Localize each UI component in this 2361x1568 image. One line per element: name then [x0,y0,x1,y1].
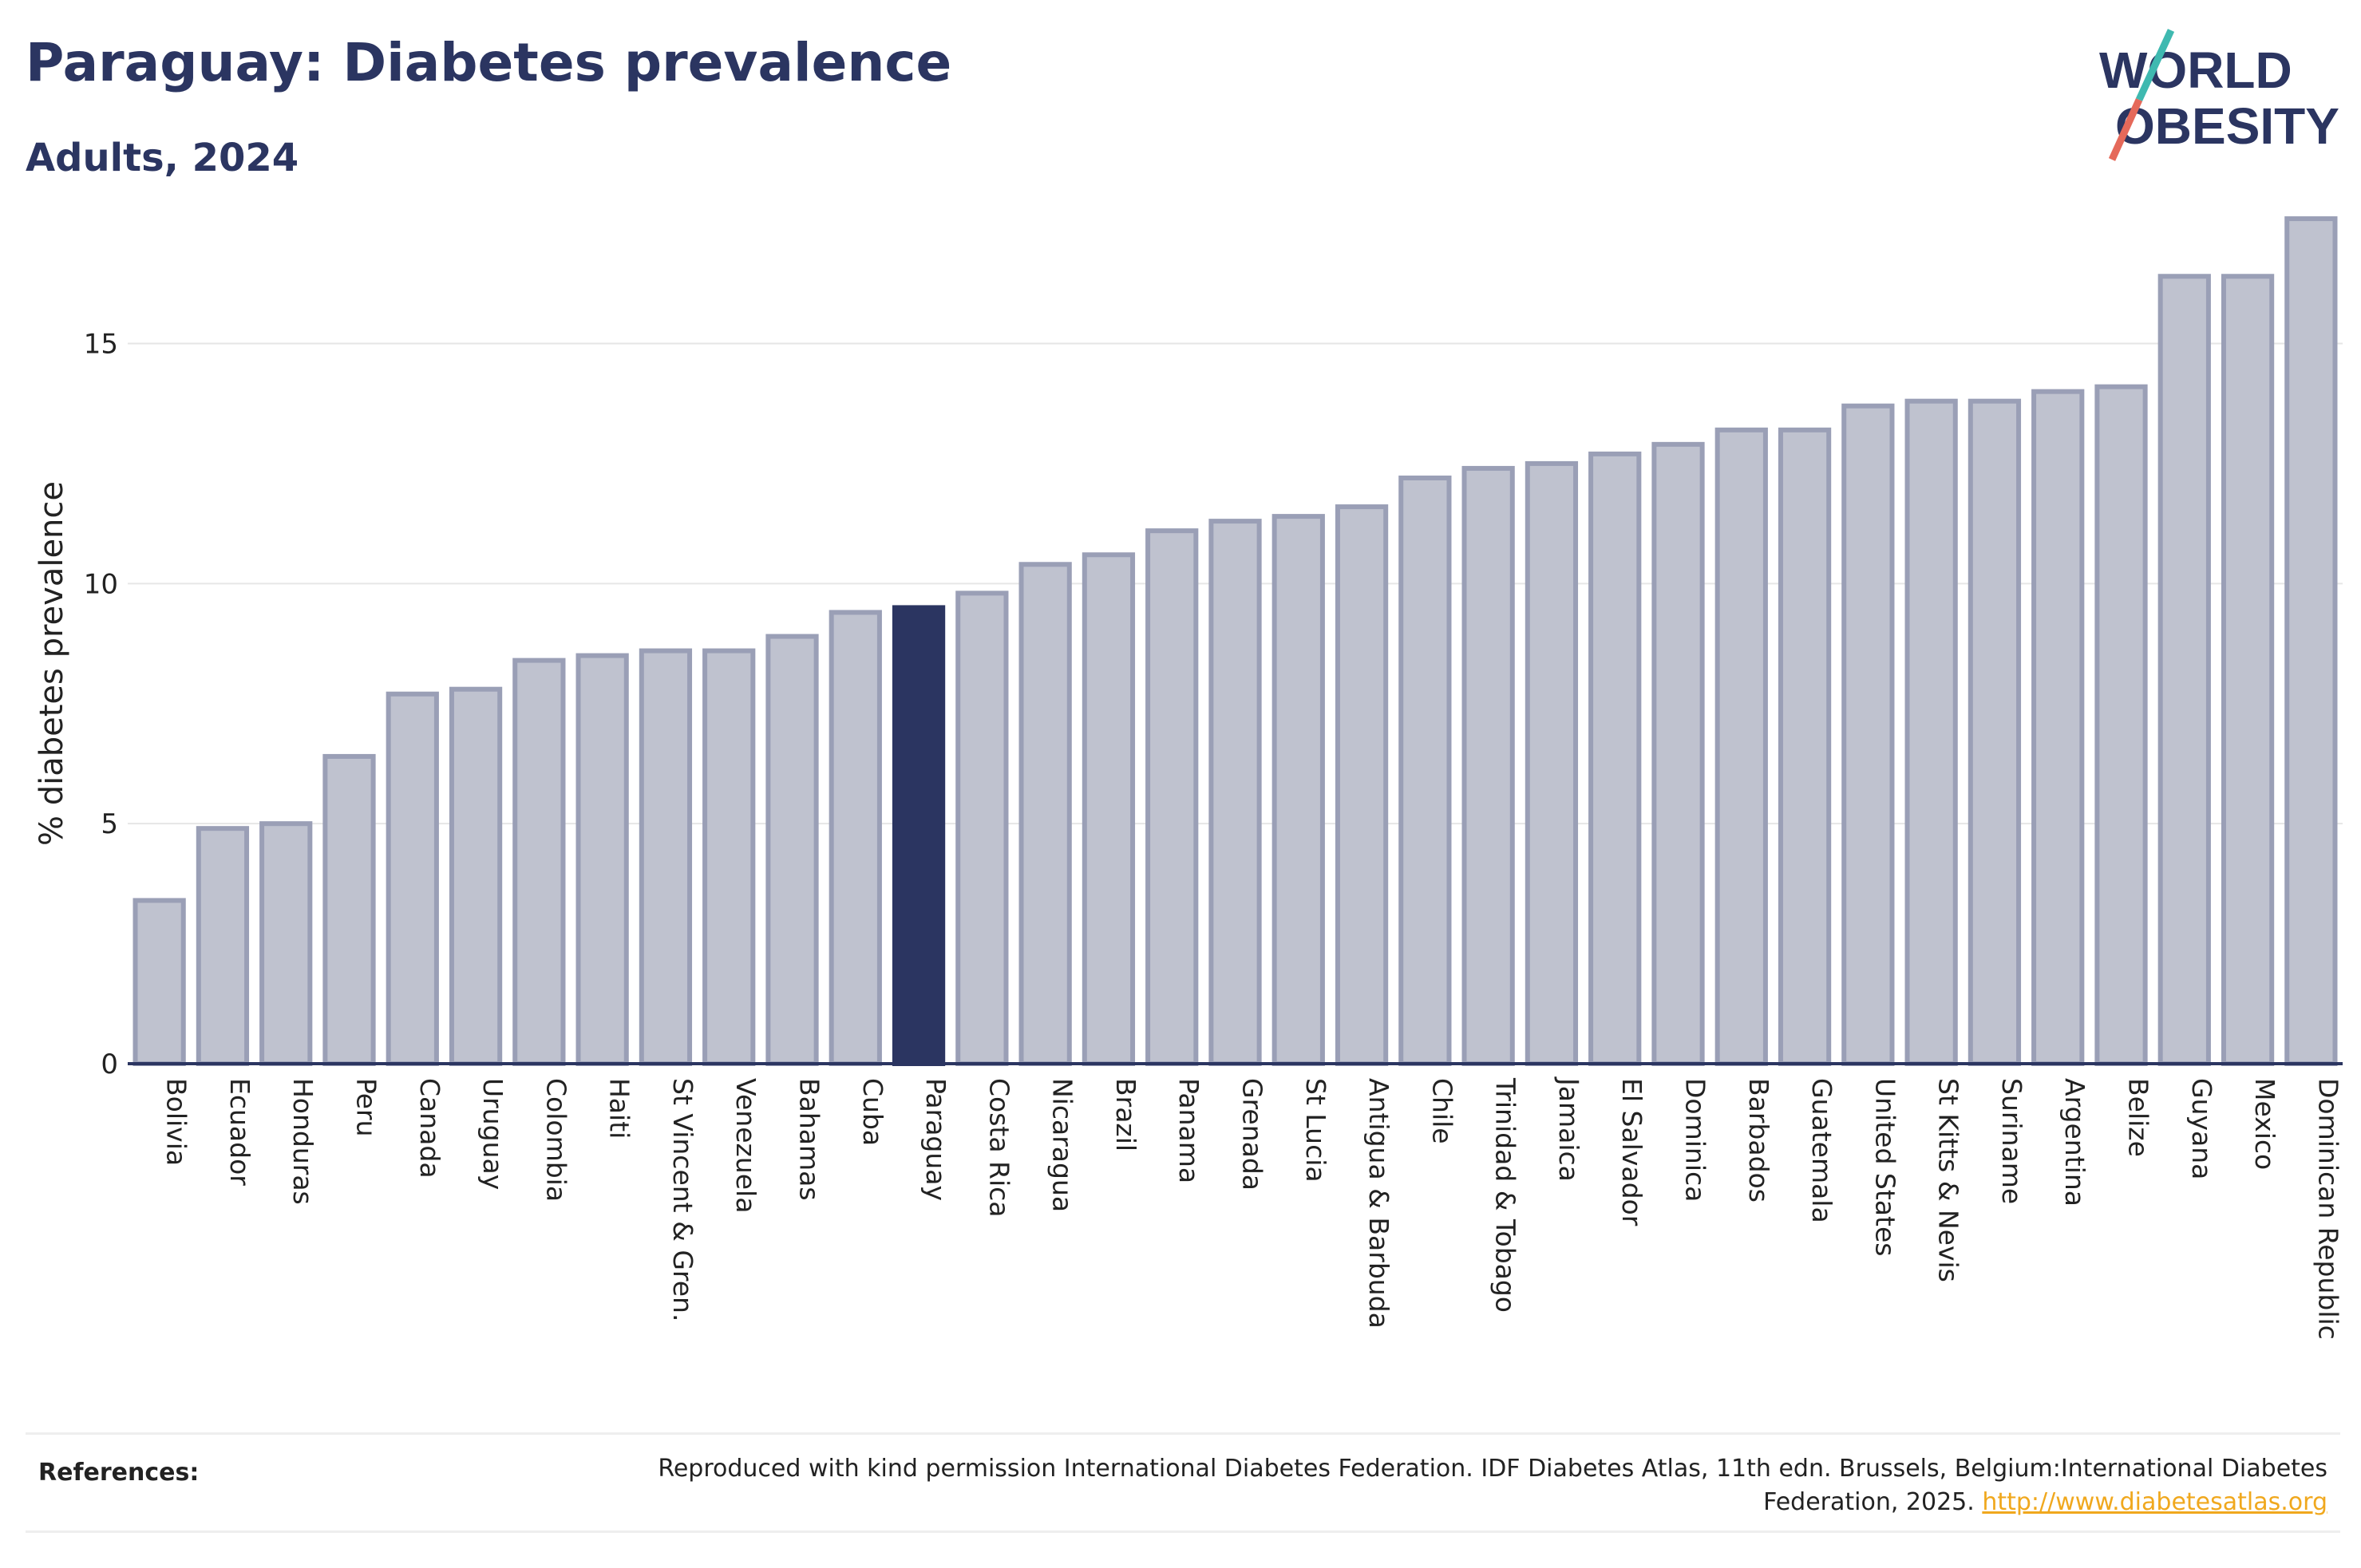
logo-slash-red [2108,98,2143,161]
x-tick-label: Trinidad & Tobago [1490,1077,1521,1313]
bar-guatemala [1778,427,1832,1066]
bar-jamaica [1525,460,1579,1066]
y-tick-label: 0 [101,1049,118,1080]
bar-brazil [1082,552,1136,1066]
logo-line1: WORLD [2099,41,2292,99]
bars-layer [132,216,2338,1067]
x-tick-label: Uruguay [477,1078,508,1190]
x-tick-label: Colombia [540,1078,571,1202]
bar-canada [386,691,439,1066]
x-tick-label: St Vincent & Gren. [667,1078,698,1321]
page-subtitle: Adults, 2024 [26,136,299,180]
bar-grenada [1208,519,1262,1066]
bar-colombia [512,658,566,1066]
x-tick-label: Bahamas [794,1078,825,1201]
bar-chile [1398,475,1452,1066]
x-tick-label: Barbados [1743,1078,1774,1203]
bar-mexico [2221,274,2275,1066]
bar-st-lucia [1271,514,1325,1066]
x-tick-label: Mexico [2249,1078,2280,1170]
bar-guyana [2157,274,2211,1066]
x-tick-label: Canada [414,1078,445,1179]
x-tick-label: Chile [1426,1078,1457,1144]
page-title: Paraguay: Diabetes prevalence [26,32,952,93]
bar-paraguay [892,605,946,1066]
references-box: References: Reproduced with kind permiss… [26,1432,2340,1533]
bar-peru [322,753,376,1067]
bar-haiti [575,653,629,1066]
bar-bahamas [765,634,819,1066]
bar-bolivia [132,898,186,1067]
x-tick-label: Venezuela [730,1078,761,1213]
bar-antigua-barbuda [1335,504,1389,1066]
bar-st-vincent-gren- [639,648,693,1066]
bar-uruguay [449,686,503,1066]
x-tick-label: Grenada [1237,1078,1268,1191]
x-tick-label: El Salvador [1616,1078,1647,1226]
x-tick-label: Panama [1173,1078,1204,1183]
y-ticks-layer: 0 5 10 15 [84,329,118,1081]
bar-suriname [1968,398,2022,1066]
bar-barbados [1714,427,1768,1066]
bar-venezuela [702,648,756,1066]
x-tick-label: Jamaica [1553,1076,1584,1182]
logo-slash-teal [2135,29,2175,101]
x-tick-label: Dominican Republic [2312,1078,2343,1340]
x-tick-label: United States [1869,1078,1900,1256]
bar-nicaragua [1018,562,1072,1066]
x-tick-label: Suriname [1996,1078,2027,1204]
x-labels-layer: Bolivia Ecuador Honduras Peru Canada Uruguay C… [161,1076,2344,1340]
x-tick-label: Costa Rica [983,1078,1014,1218]
x-tick-label: Peru [351,1078,382,1137]
bar-belize [2094,384,2148,1066]
bar-trinidad-tobago [1461,465,1515,1066]
bar-el-salvador [1588,451,1642,1066]
x-tick-label: Antigua & Barbuda [1363,1078,1394,1329]
world-obesity-logo: WORLD OBESITY [2099,29,2339,161]
bar-costa-rica [955,590,1009,1066]
bar-dominican-republic [2284,216,2338,1067]
bar-honduras [259,821,313,1066]
bar-ecuador [196,826,250,1067]
x-tick-label: Haiti [604,1078,635,1139]
x-tick-label: Belize [2123,1078,2154,1157]
references-text: Reproduced with kind permission Internat… [658,1455,2327,1516]
x-tick-label: Dominica [1680,1078,1711,1202]
x-tick-label: Bolivia [161,1078,192,1166]
y-tick-label: 10 [84,568,118,600]
x-tick-label: Nicaragua [1047,1078,1078,1212]
x-tick-label: Honduras [287,1078,318,1205]
x-tick-label: Paraguay [920,1078,951,1201]
bar-argentina [2031,389,2085,1066]
x-tick-label: Guyana [2186,1078,2217,1179]
bar-dominica [1651,441,1705,1066]
x-tick-label: Brazil [1110,1078,1141,1151]
references-label: References: [38,1459,200,1487]
x-tick-label: Ecuador [224,1078,255,1186]
y-axis-label: % diabetes prevalence [34,481,70,846]
bar-st-kitts-nevis [1904,398,1958,1066]
bar-chart: 0 5 10 15 Bolivia Ecuador Honduras Peru Canada U… [34,216,2344,1340]
references-link[interactable]: http://www.diabetesatlas.org [1982,1488,2327,1516]
logo-line2: OBESITY [2115,97,2339,155]
y-tick-label: 5 [101,808,118,840]
x-tick-label: Argentina [2059,1078,2090,1207]
bar-cuba [829,610,882,1066]
bar-panama [1145,528,1199,1066]
bar-united-states [1841,403,1895,1066]
x-tick-label: St Lucia [1300,1078,1331,1183]
x-tick-label: Guatemala [1806,1078,1837,1223]
y-tick-label: 15 [84,329,118,361]
x-tick-label: Cuba [857,1078,888,1146]
references-text-block: Reproduced with kind permission Internat… [651,1452,2327,1519]
x-tick-label: St Kitts & Nevis [1933,1078,1964,1282]
